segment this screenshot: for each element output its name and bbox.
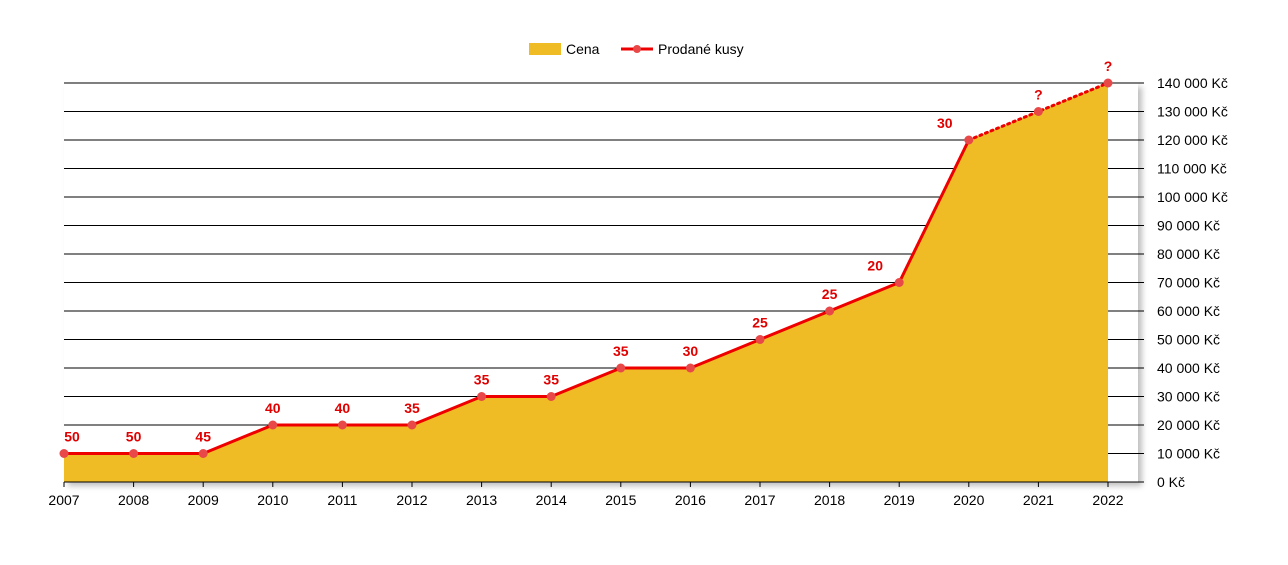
x-tick-label: 2021 [1023, 492, 1054, 508]
area-series-cena [64, 83, 1108, 482]
line-marker [337, 420, 347, 430]
legend: Cena Prodané kusy [529, 41, 744, 57]
data-label: 45 [195, 429, 211, 445]
line-marker [1033, 107, 1043, 116]
data-label: 50 [126, 429, 142, 445]
data-label: 50 [64, 429, 80, 445]
data-label: ? [1034, 87, 1043, 103]
x-tick-label: 2012 [396, 492, 427, 508]
legend-label-cena: Cena [566, 41, 600, 57]
x-tick-label: 2013 [466, 492, 497, 508]
line-marker [685, 363, 695, 373]
line-marker [59, 449, 69, 458]
x-tick-label: 2009 [188, 492, 219, 508]
data-label: 25 [752, 315, 768, 331]
line-series-prodane-kusy [64, 139, 971, 455]
x-tick-label: 2022 [1092, 492, 1123, 508]
y-tick-label: 70 000 Kč [1157, 275, 1220, 291]
line-marker [825, 306, 835, 316]
line-marker [268, 420, 278, 430]
x-tick-label: 2015 [605, 492, 636, 508]
data-label: ? [1104, 58, 1113, 74]
line-marker [894, 278, 904, 287]
x-tick-label: 2020 [953, 492, 984, 508]
y-tick-label: 80 000 Kč [1157, 246, 1220, 262]
y-tick-label: 60 000 Kč [1157, 303, 1220, 319]
data-label: 20 [867, 258, 883, 274]
data-label: 30 [683, 343, 699, 359]
data-label: 30 [937, 115, 953, 131]
data-label: 40 [335, 400, 351, 416]
line-marker [755, 335, 765, 344]
x-tick-label: 2018 [814, 492, 845, 508]
plot-area: 50 50 45 40 40 35 35 35 35 30 25 25 20 30?? 2007 2008 20… [48, 58, 1227, 508]
x-tick-label: 2007 [48, 492, 79, 508]
data-label: 35 [474, 372, 490, 388]
y-tick-label: 120 000 Kč [1157, 132, 1228, 148]
line-marker [407, 420, 417, 430]
y-tick-label: 40 000 Kč [1157, 360, 1220, 376]
data-label: 25 [822, 286, 838, 302]
y-tick-label: 110 000 Kč [1157, 161, 1227, 177]
line-marker [477, 392, 487, 401]
y-tick-label: 100 000 Kč [1157, 189, 1228, 205]
y-tick-label: 140 000 Kč [1157, 75, 1228, 91]
y-tick-label: 20 000 Kč [1157, 417, 1220, 433]
x-tick-label: 2008 [118, 492, 149, 508]
legend-swatch-cena [529, 43, 561, 55]
x-tick-label: 2017 [744, 492, 775, 508]
data-label: 35 [404, 400, 420, 416]
line-marker [198, 449, 208, 458]
legend-label-prodane-kusy: Prodané kusy [658, 41, 744, 57]
line-marker [964, 135, 974, 145]
line-marker [1103, 78, 1113, 88]
legend-marker-prodane-kusy [633, 45, 641, 53]
data-label: 35 [613, 343, 629, 359]
line-marker [546, 392, 556, 401]
x-tick-label: 2011 [327, 492, 357, 508]
y-tick-label: 10 000 Kč [1157, 446, 1220, 462]
data-label: 35 [543, 372, 559, 388]
data-label: 40 [265, 400, 281, 416]
x-tick-label: 2016 [675, 492, 706, 508]
x-tick-label: 2010 [257, 492, 288, 508]
y-tick-label: 130 000 Kč [1157, 104, 1228, 120]
y-tick-label: 50 000 Kč [1157, 332, 1220, 348]
y-tick-label: 0 Kč [1157, 474, 1185, 490]
x-tick-label: 2019 [884, 492, 915, 508]
line-marker [616, 363, 626, 373]
y-tick-label: 90 000 Kč [1157, 218, 1220, 234]
line-marker [129, 449, 139, 458]
x-tick-label: 2014 [536, 492, 567, 508]
y-tick-label: 30 000 Kč [1157, 389, 1220, 405]
